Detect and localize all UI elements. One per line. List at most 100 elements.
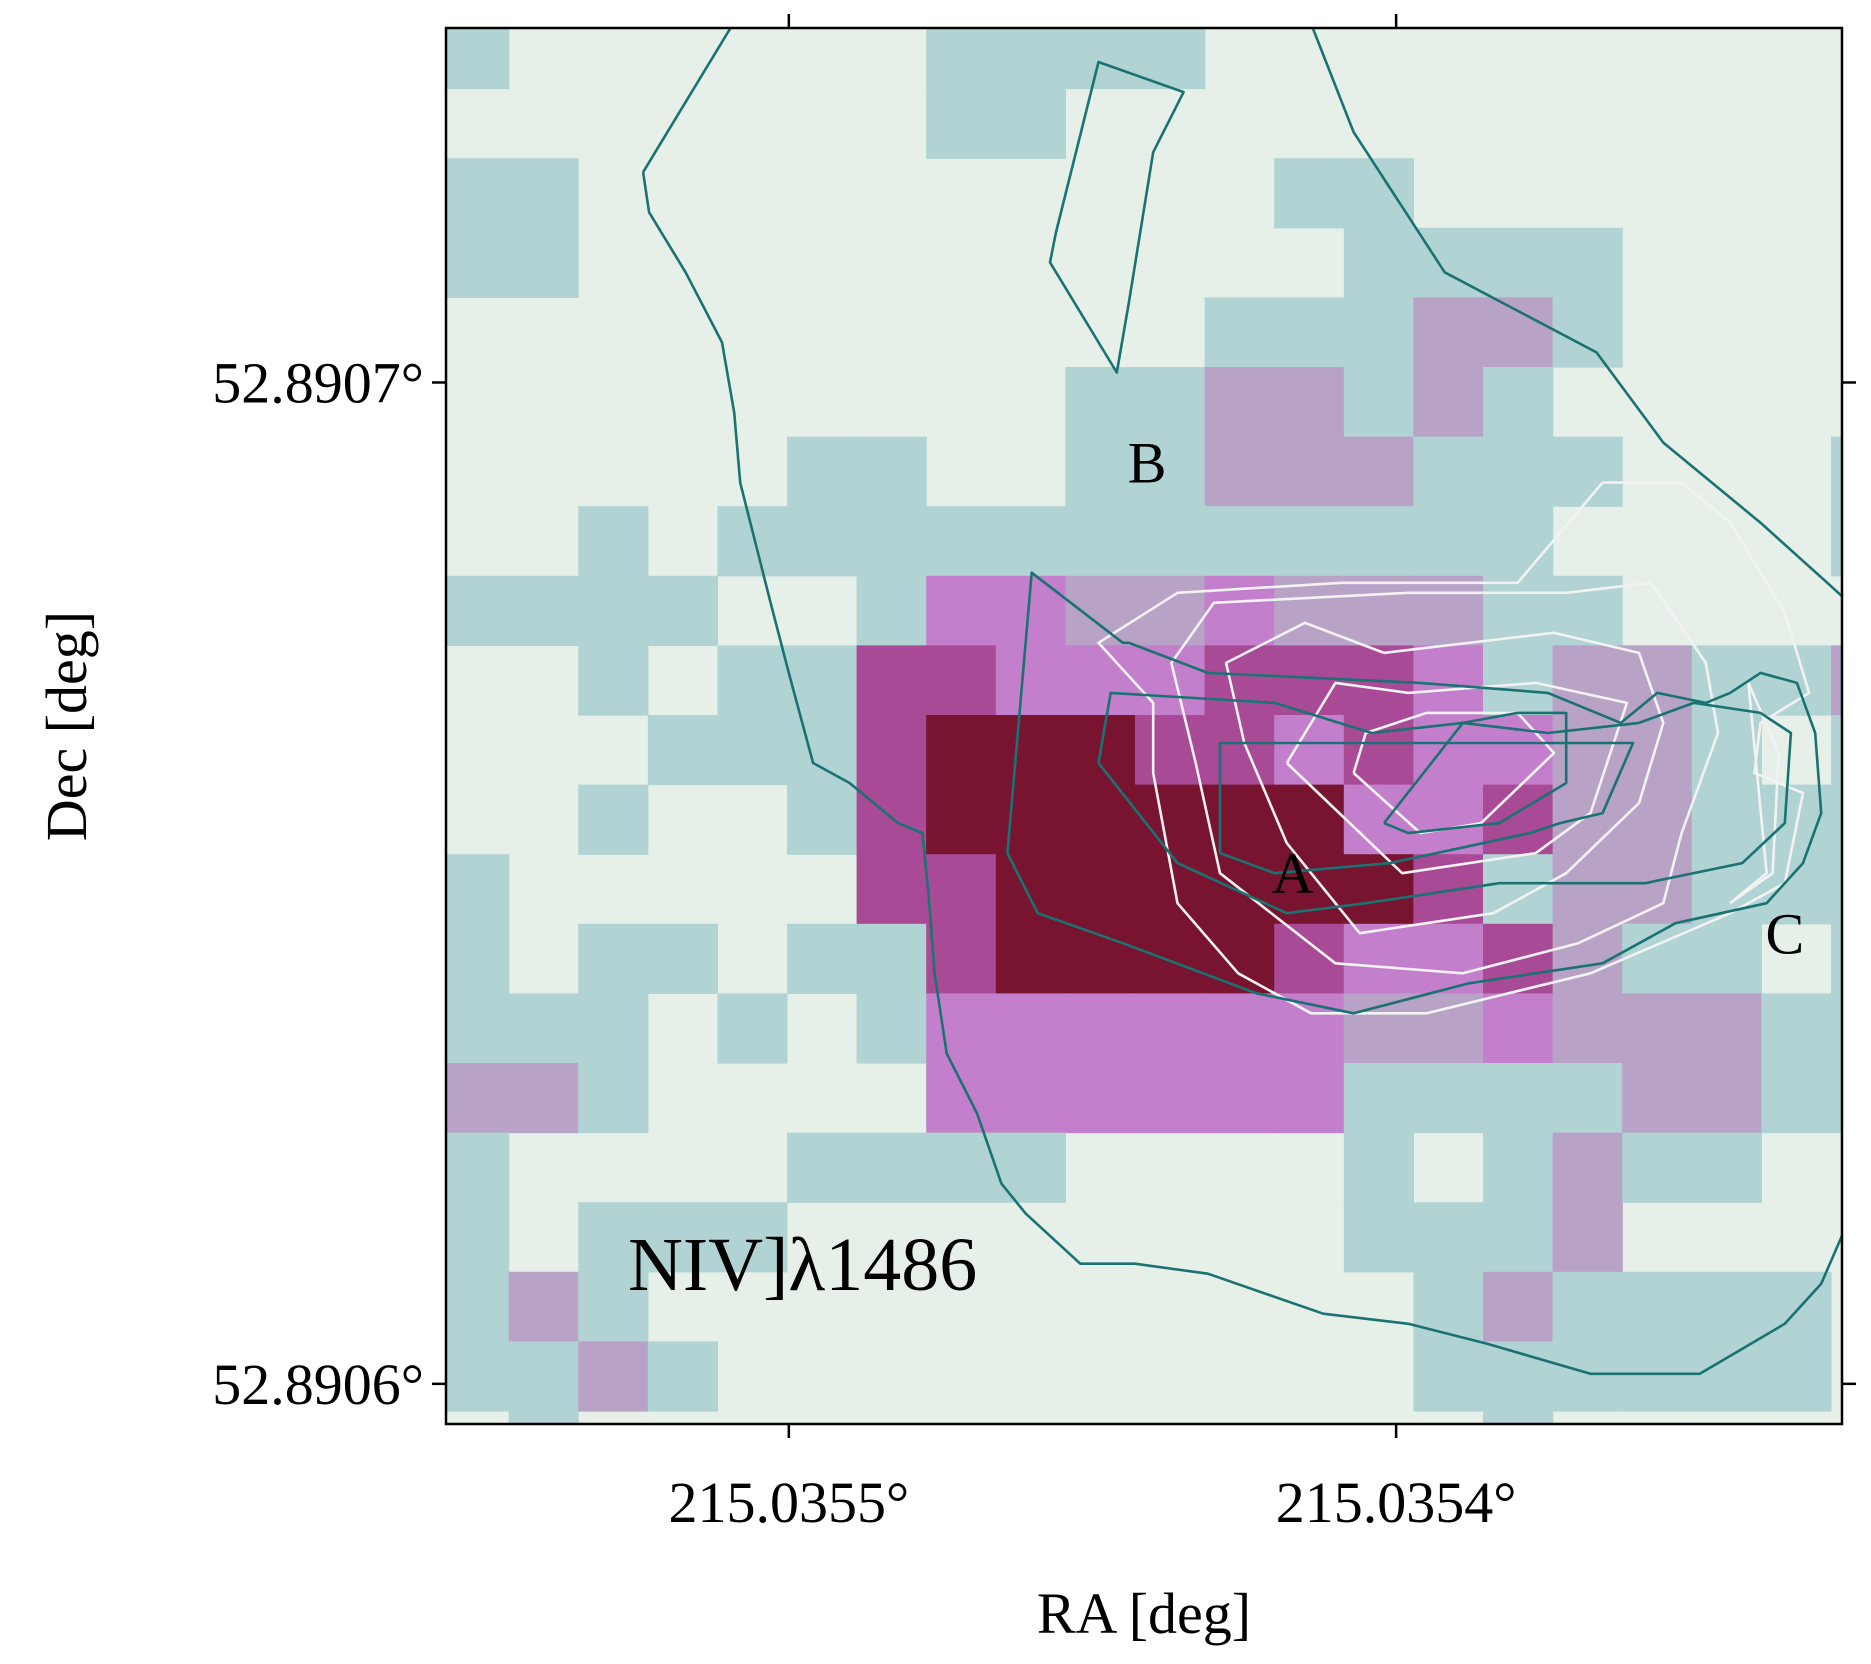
heatmap-cell <box>1483 1271 1554 1342</box>
heatmap-cell <box>1552 1271 1623 1342</box>
heatmap-cell <box>1343 367 1414 438</box>
heatmap-cell <box>1065 993 1136 1064</box>
heatmap-cell <box>1343 1063 1414 1134</box>
heatmap-cell <box>1204 784 1275 855</box>
heatmap-cell <box>1691 1271 1762 1342</box>
source-label-b: B <box>1128 431 1167 496</box>
heatmap-cell <box>787 645 858 716</box>
heatmap-cell <box>647 1202 718 1273</box>
source-label-c: C <box>1765 901 1804 966</box>
heatmap-cell <box>1483 784 1554 855</box>
heatmap-cell <box>1831 993 1842 1064</box>
heatmap-cell <box>995 1063 1066 1134</box>
heatmap-cell <box>578 784 649 855</box>
contour-white <box>1285 681 1629 875</box>
heatmap-cell <box>1483 1550 1553 1620</box>
heatmap-cell <box>1552 993 1623 1064</box>
heatmap-cell <box>1413 645 1484 716</box>
source-labels: B A C <box>1128 431 1804 967</box>
heatmap-cell <box>1622 784 1693 855</box>
heatmap-cell <box>1274 506 1345 577</box>
heatmap-cell <box>1343 993 1414 1064</box>
heatmap-cell <box>578 1063 649 1134</box>
heatmap-cell <box>1413 784 1484 855</box>
heatmap-cell <box>1343 227 1414 298</box>
heatmap-cell <box>1622 854 1693 925</box>
heatmap-cell <box>995 993 1066 1064</box>
heatmap-cell <box>1204 923 1275 994</box>
heatmap-cell <box>1204 506 1275 577</box>
heatmap-cell <box>508 1271 579 1342</box>
heatmap-cell <box>578 1202 649 1273</box>
heatmap-cell <box>1483 1411 1554 1424</box>
heatmap-cell <box>1831 854 1842 925</box>
heatmap-cell <box>1552 645 1623 716</box>
heatmap-cell <box>1135 784 1206 855</box>
heatmap-cell <box>446 993 510 1064</box>
heatmap-cell <box>1065 367 1136 438</box>
heatmap-cell <box>1761 1063 1832 1134</box>
heatmap-cell <box>1552 784 1623 855</box>
heatmap-cell <box>1831 784 1842 855</box>
heatmap-cell <box>578 645 649 716</box>
heatmap-cell <box>446 1063 510 1134</box>
heatmap-cell <box>926 575 997 646</box>
heatmap-cell <box>1413 1063 1484 1134</box>
heatmap-cell <box>787 1132 858 1203</box>
heatmap-cell <box>1831 923 1842 994</box>
heatmap-cell <box>446 575 510 646</box>
heatmap-cell <box>1413 1202 1484 1273</box>
heatmap-cell <box>1343 1202 1414 1273</box>
heatmap-cell <box>1691 1132 1762 1203</box>
heatmap-cell <box>1274 436 1345 507</box>
heatmap-cell <box>717 715 788 786</box>
heatmap-cell <box>508 993 579 1064</box>
heatmap-cell <box>508 1341 579 1412</box>
heatmap-cell <box>446 1271 510 1342</box>
heatmap-cell <box>1483 645 1554 716</box>
heatmap-cell <box>1622 993 1693 1064</box>
heatmap-cell <box>578 993 649 1064</box>
heatmap-cell <box>1413 436 1484 507</box>
heatmap-cell <box>1691 993 1762 1064</box>
heatmap-cell <box>1831 645 1842 716</box>
heatmap-cell <box>1135 506 1206 577</box>
contour-teal <box>641 28 1842 1376</box>
heatmap-cell <box>1065 854 1136 925</box>
heatmap-cell <box>1691 1063 1762 1134</box>
y-tick-label: 52.8907° <box>212 350 424 415</box>
heatmap-cell <box>995 506 1066 577</box>
contour-white <box>1224 621 1665 935</box>
heatmap-cell <box>1622 1063 1693 1134</box>
heatmap-cell <box>508 158 579 229</box>
heatmap-cell <box>1135 367 1206 438</box>
contour-white <box>1729 681 1780 905</box>
y-axis-label: Dec [deg] <box>34 611 99 841</box>
heatmap-cell <box>995 854 1066 925</box>
heatmap-cell <box>1552 227 1623 298</box>
axis-ticks: 215.0355°215.0354°215.0353°52.8907°52.89… <box>212 14 1856 1535</box>
heatmap-cells <box>446 28 1842 1620</box>
heatmap-cell <box>1552 1063 1623 1134</box>
heatmap-cell <box>787 715 858 786</box>
heatmap-cell <box>1483 993 1554 1064</box>
heatmap-cell <box>995 784 1066 855</box>
plot-frame <box>444 26 1844 1426</box>
heatmap-cell <box>446 854 510 925</box>
heatmap-cell <box>446 1202 510 1273</box>
heatmap-cell <box>1691 1341 1762 1412</box>
heatmap-cell <box>508 1411 579 1424</box>
heatmap-cell <box>1343 297 1414 368</box>
heatmap-cell <box>1552 1132 1623 1203</box>
heatmap-cell <box>856 575 927 646</box>
heatmap-cell <box>647 923 718 994</box>
heatmap-cell <box>995 28 1066 90</box>
heatmap-cell <box>926 923 997 994</box>
heatmap-cell <box>1622 1341 1693 1412</box>
heatmap-cell <box>1274 297 1345 368</box>
heatmap-cell <box>1552 436 1623 507</box>
heatmap-cell <box>446 1341 510 1412</box>
heatmap-cell <box>1135 715 1206 786</box>
